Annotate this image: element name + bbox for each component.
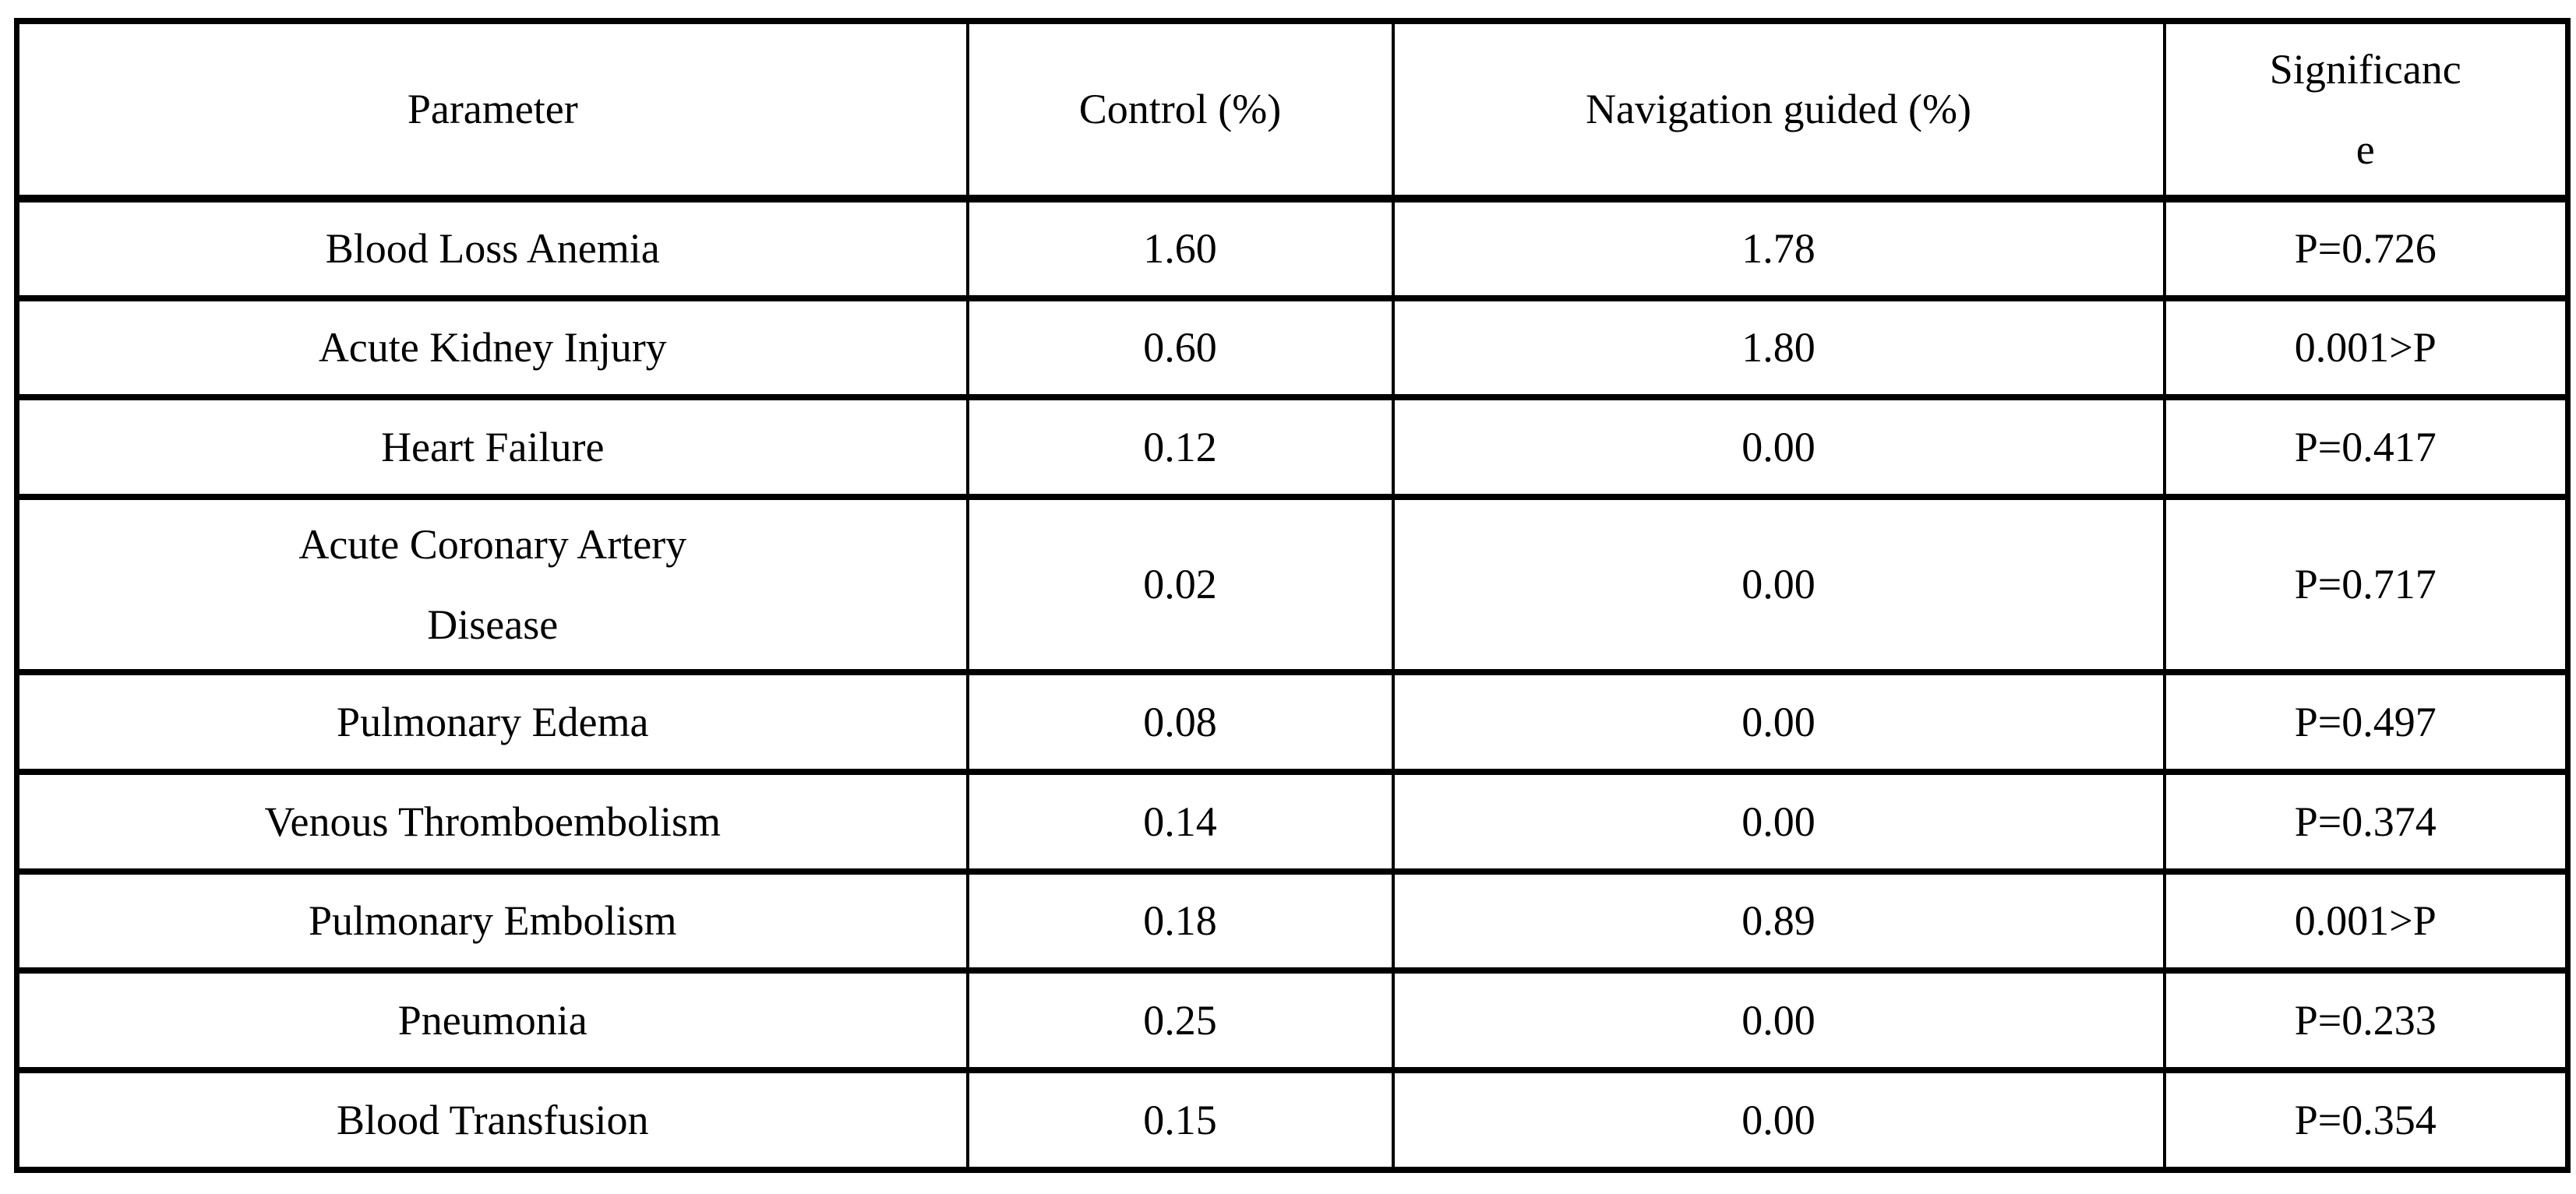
cell-navigation: 1.78 [1391, 195, 2166, 301]
column-header-navigation-guided: Navigation guided (%) [1391, 18, 2166, 203]
table-row: Heart Failure 0.12 0.00 P=0.417 [15, 394, 2570, 501]
column-header-significance: Significanc e [2162, 18, 2570, 203]
cell-navigation: 0.00 [1391, 669, 2166, 775]
cell-navigation: 1.80 [1391, 294, 2166, 401]
cell-control: 0.15 [965, 1067, 1395, 1173]
complications-table-wrapper: Parameter Control (%) Navigation guided … [14, 18, 2571, 1173]
cell-navigation: 0.00 [1391, 1067, 2166, 1173]
table-row: Pulmonary Embolism 0.18 0.89 0.001>P [15, 868, 2570, 974]
column-header-parameter: Parameter [15, 18, 969, 203]
table-row: Acute Kidney Injury 0.60 1.80 0.001>P [15, 294, 2570, 401]
table-row: Pneumonia 0.25 0.00 P=0.233 [15, 967, 2570, 1074]
cell-navigation: 0.89 [1391, 868, 2166, 974]
cell-significance: P=0.717 [2162, 494, 2570, 676]
cell-control: 0.18 [965, 868, 1395, 974]
cell-parameter: Pulmonary Embolism [15, 868, 969, 974]
cell-significance: P=0.233 [2162, 967, 2570, 1074]
cell-control: 0.02 [965, 494, 1395, 676]
table-row: Venous Thromboembolism 0.14 0.00 P=0.374 [15, 769, 2570, 875]
table-row: Pulmonary Edema 0.08 0.00 P=0.497 [15, 669, 2570, 775]
cell-navigation: 0.00 [1391, 394, 2166, 501]
cell-significance: P=0.354 [2162, 1067, 2570, 1173]
cell-parameter: Heart Failure [15, 394, 969, 501]
cell-navigation: 0.00 [1391, 494, 2166, 676]
cell-significance: P=0.374 [2162, 769, 2570, 875]
cell-parameter: Pneumonia [15, 967, 969, 1074]
table-header-row: Parameter Control (%) Navigation guided … [15, 18, 2570, 203]
cell-control: 0.25 [965, 967, 1395, 1074]
cell-significance: P=0.497 [2162, 669, 2570, 775]
cell-control: 1.60 [965, 195, 1395, 301]
cell-control: 0.14 [965, 769, 1395, 875]
complications-table: Parameter Control (%) Navigation guided … [14, 18, 2571, 1173]
table-row: Acute Coronary Artery Disease 0.02 0.00 … [15, 494, 2570, 676]
cell-control: 0.08 [965, 669, 1395, 775]
cell-parameter: Blood Transfusion [15, 1067, 969, 1173]
cell-significance: P=0.417 [2162, 394, 2570, 501]
cell-parameter: Acute Kidney Injury [15, 294, 969, 401]
cell-navigation: 0.00 [1391, 769, 2166, 875]
cell-control: 0.60 [965, 294, 1395, 401]
cell-significance: 0.001>P [2162, 868, 2570, 974]
cell-parameter: Venous Thromboembolism [15, 769, 969, 875]
cell-parameter: Pulmonary Edema [15, 669, 969, 775]
cell-significance: P=0.726 [2162, 195, 2570, 301]
table-row: Blood Loss Anemia 1.60 1.78 P=0.726 [15, 195, 2570, 301]
cell-parameter: Blood Loss Anemia [15, 195, 969, 301]
cell-parameter: Acute Coronary Artery Disease [15, 494, 969, 676]
cell-significance: 0.001>P [2162, 294, 2570, 401]
cell-navigation: 0.00 [1391, 967, 2166, 1074]
column-header-control: Control (%) [965, 18, 1395, 203]
table-row: Blood Transfusion 0.15 0.00 P=0.354 [15, 1067, 2570, 1173]
cell-control: 0.12 [965, 394, 1395, 501]
